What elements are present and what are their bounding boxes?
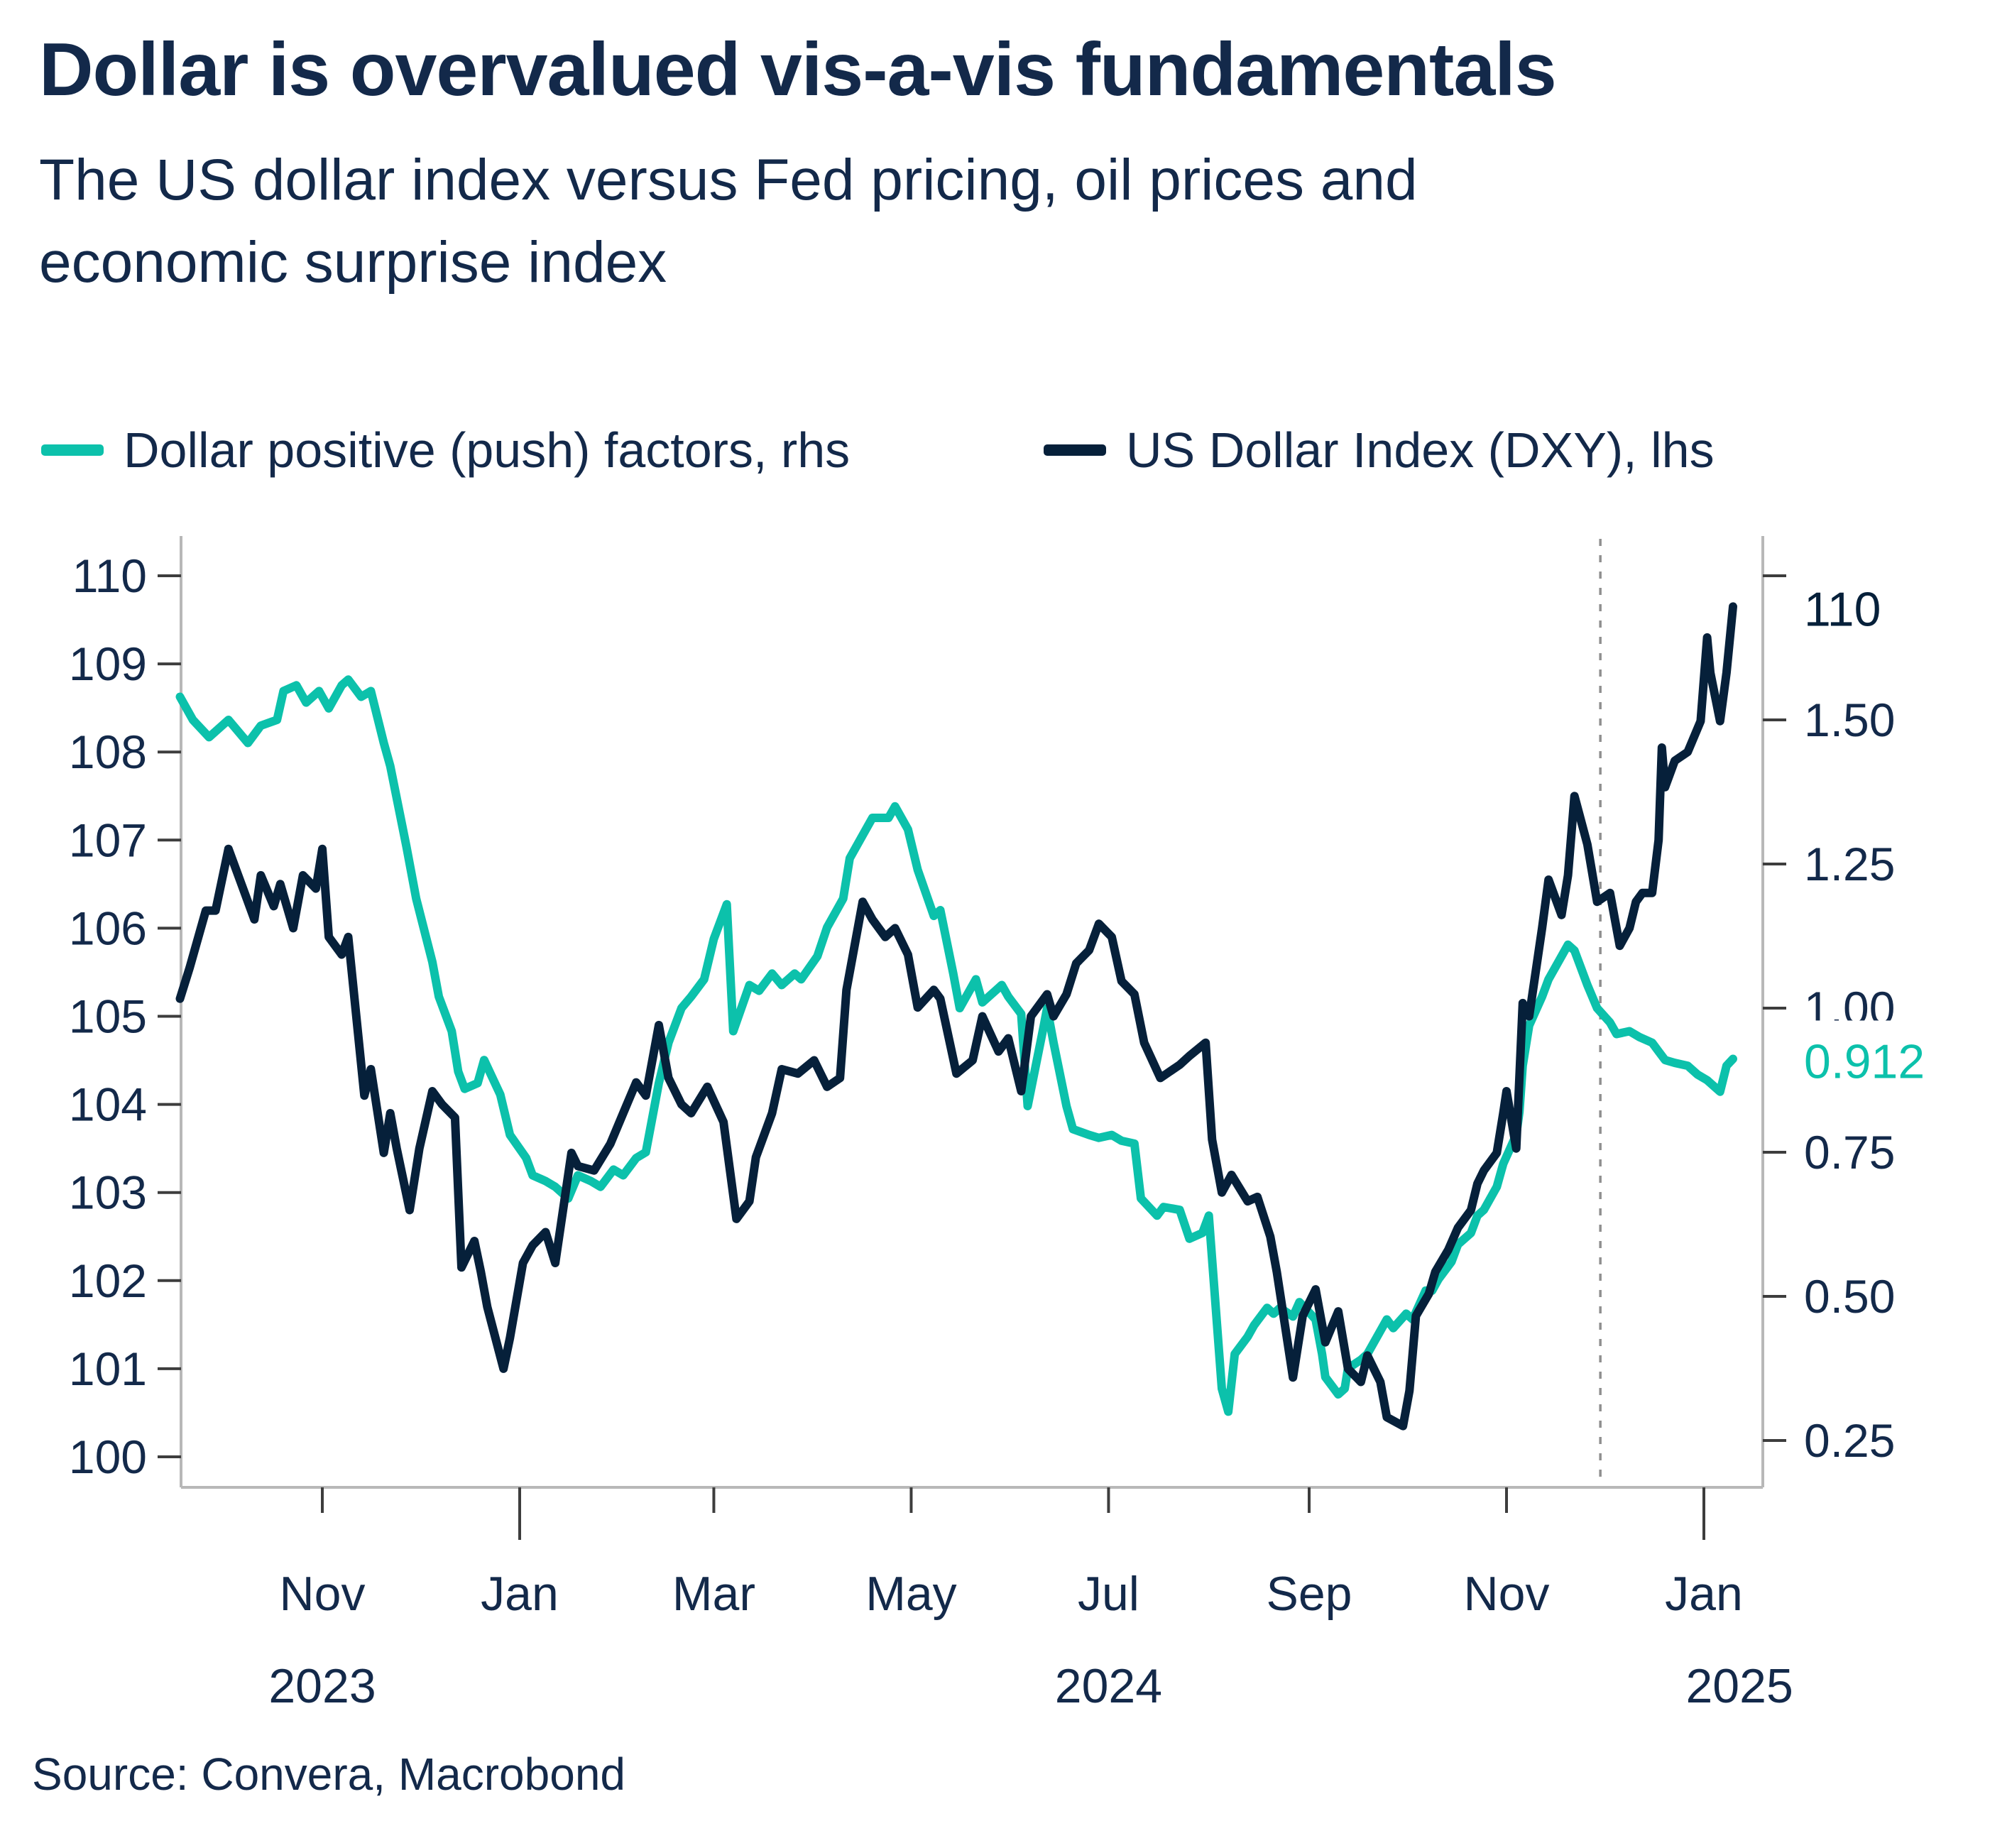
legend-label-dxy: US Dollar Index (DXY), lhs — [1126, 422, 1715, 478]
y-left-tick-label: 101 — [69, 1343, 147, 1395]
legend-item-push_factors: Dollar positive (push) factors, rhs — [41, 417, 850, 483]
y-left-tick-label: 102 — [69, 1254, 147, 1307]
chart-legend: Dollar positive (push) factors, rhs US Do… — [0, 417, 2012, 483]
y-left-tick-label: 100 — [69, 1431, 147, 1483]
legend-swatch-push_factors — [41, 444, 104, 456]
y-left-tick-label: 110 — [72, 550, 147, 602]
y-left-tick-label: 104 — [69, 1078, 147, 1131]
end-label-dxy: 110 — [1804, 582, 1881, 636]
x-year-label-2024: 2024 — [1055, 1659, 1162, 1713]
y-right-tick-label: 1.50 — [1804, 694, 1895, 746]
y-left-tick-label: 107 — [69, 814, 147, 866]
legend-swatch-dxy — [1044, 444, 1106, 456]
y-right-tick-label: 0.25 — [1804, 1414, 1895, 1467]
y-left-tick-label: 106 — [69, 902, 147, 954]
end-label-push_factors: 0.912 — [1804, 1034, 1925, 1088]
y-right-tick-label: 1.25 — [1804, 838, 1895, 890]
series-line-dxy — [175, 602, 1737, 1431]
y-left-tick-label: 108 — [69, 726, 147, 778]
x-month-label: May — [865, 1567, 956, 1621]
x-month-label: Jan — [1665, 1567, 1743, 1621]
series-line-push_factors — [175, 675, 1737, 1416]
y-right-tick-label: 0.75 — [1804, 1126, 1895, 1179]
y-left-tick-label: 103 — [69, 1166, 147, 1219]
x-month-label: Jan — [481, 1567, 559, 1621]
y-left-tick-label: 105 — [69, 990, 147, 1043]
end-label-box-push_factors — [1788, 1020, 1979, 1099]
x-month-label: Sep — [1267, 1567, 1352, 1621]
chart-title: Dollar is overvalued vis-a-vis fundament… — [39, 28, 1557, 111]
x-month-label: Jul — [1078, 1567, 1139, 1621]
y-left-tick-label: 109 — [69, 638, 147, 690]
x-month-label: Nov — [280, 1567, 366, 1621]
x-month-label: Mar — [672, 1567, 755, 1621]
chart-subtitle: The US dollar index versus Fed pricing, … — [39, 148, 1418, 295]
source-note: Source: Convera, Macrobond — [32, 1749, 625, 1800]
end-label-box-dxy — [1788, 568, 1920, 647]
x-year-label-2023: 2023 — [268, 1659, 376, 1713]
x-month-label: Nov — [1464, 1567, 1550, 1621]
y-right-tick-label: 0.50 — [1804, 1270, 1895, 1323]
x-year-label-2025: 2025 — [1685, 1659, 1793, 1713]
legend-label-push_factors: Dollar positive (push) factors, rhs — [124, 422, 851, 478]
legend-item-dxy: US Dollar Index (DXY), lhs — [1044, 417, 1715, 483]
